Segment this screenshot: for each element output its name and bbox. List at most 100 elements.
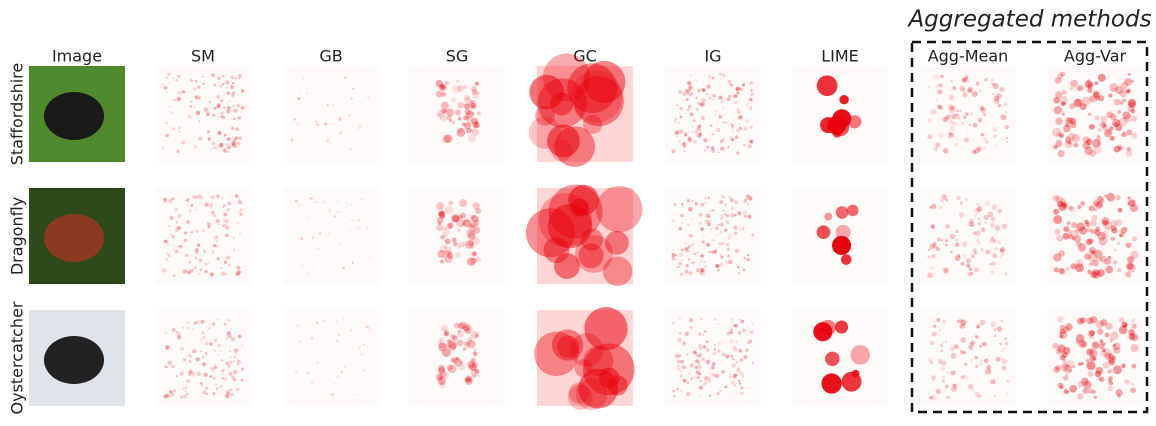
saliency-spot xyxy=(346,135,348,137)
saliency-spot xyxy=(698,344,701,347)
saliency-spot xyxy=(709,394,712,397)
saliency-spot xyxy=(473,348,476,351)
saliency-spot xyxy=(683,344,686,347)
saliency-spot xyxy=(170,391,174,395)
saliency-spot xyxy=(1070,87,1073,90)
input-image xyxy=(29,188,125,284)
saliency-spot xyxy=(848,115,861,128)
saliency-spot xyxy=(358,228,360,230)
saliency-spot xyxy=(456,79,460,83)
saliency-spot xyxy=(674,118,677,121)
saliency-spot xyxy=(687,81,691,85)
saliency-spot xyxy=(951,353,957,359)
saliency-spot xyxy=(737,211,741,215)
saliency-spot xyxy=(1075,229,1079,233)
saliency-spot xyxy=(698,366,701,369)
saliency-spot xyxy=(744,215,747,218)
saliency-spot xyxy=(699,373,702,376)
saliency-spot xyxy=(720,147,724,151)
saliency-spot xyxy=(1081,341,1087,347)
saliency-spot xyxy=(230,85,234,89)
saliency-spot xyxy=(1086,361,1095,370)
saliency-spot xyxy=(974,391,980,397)
saliency-spot xyxy=(947,396,950,399)
saliency-spot xyxy=(749,98,752,101)
saliency-spot xyxy=(455,252,461,258)
saliency-spot xyxy=(1099,339,1103,343)
saliency-map xyxy=(526,185,642,286)
saliency-spot xyxy=(446,108,454,116)
saliency-spot xyxy=(1089,262,1092,265)
saliency-spot xyxy=(979,345,982,348)
saliency-spot xyxy=(1124,115,1132,123)
saliency-spot xyxy=(236,388,239,391)
saliency-spot xyxy=(441,108,447,114)
saliency-spot xyxy=(695,366,698,369)
saliency-spot xyxy=(175,250,179,254)
saliency-spot xyxy=(234,349,238,353)
saliency-map xyxy=(1047,66,1143,162)
saliency-spot xyxy=(1121,132,1126,137)
saliency-spot xyxy=(457,339,464,346)
saliency-spot xyxy=(1074,143,1079,148)
saliency-spot xyxy=(229,350,231,352)
saliency-spot xyxy=(738,272,740,274)
saliency-spot xyxy=(978,218,980,220)
saliency-spot xyxy=(738,380,740,382)
saliency-spot xyxy=(207,222,211,226)
saliency-spot xyxy=(356,394,358,396)
saliency-spot xyxy=(216,95,220,99)
saliency-spot xyxy=(200,350,202,352)
saliency-spot xyxy=(748,387,750,389)
saliency-spot xyxy=(472,92,479,99)
saliency-spot xyxy=(739,371,743,375)
saliency-spot xyxy=(671,219,674,222)
saliency-spot xyxy=(360,138,361,139)
saliency-spot xyxy=(229,360,232,363)
saliency-spot xyxy=(688,372,691,375)
saliency-spot xyxy=(1095,81,1099,85)
saliency-spot xyxy=(950,346,955,351)
saliency-spot xyxy=(986,77,988,79)
saliency-spot xyxy=(687,108,690,111)
saliency-spot xyxy=(1106,193,1115,202)
saliency-spot xyxy=(197,86,200,89)
saliency-spot xyxy=(704,149,707,152)
saliency-spot xyxy=(301,264,302,265)
saliency-spot xyxy=(990,379,995,384)
saliency-spot xyxy=(233,109,237,113)
saliency-spot xyxy=(1068,141,1071,144)
saliency-spot xyxy=(702,358,705,361)
saliency-spot xyxy=(1058,250,1064,256)
saliency-spot xyxy=(170,216,174,220)
saliency-spot xyxy=(1005,111,1008,114)
saliency-spot xyxy=(994,144,996,146)
saliency-spot xyxy=(719,263,723,267)
column-header: SM xyxy=(191,47,215,66)
saliency-spot xyxy=(216,219,220,223)
saliency-spot xyxy=(931,266,934,269)
saliency-spot xyxy=(962,92,967,97)
saliency-spot xyxy=(213,214,217,218)
saliency-spot xyxy=(964,138,969,143)
saliency-spot xyxy=(312,236,314,238)
saliency-map xyxy=(283,66,379,162)
saliency-spot xyxy=(695,96,698,99)
saliency-spot xyxy=(1110,331,1118,339)
saliency-spot xyxy=(707,244,710,247)
saliency-spot xyxy=(698,333,701,336)
saliency-spot xyxy=(992,261,996,265)
saliency-spot xyxy=(230,393,233,396)
saliency-spot xyxy=(460,213,466,219)
saliency-spot xyxy=(183,388,185,390)
saliency-spot xyxy=(965,112,969,116)
saliency-spot xyxy=(1072,134,1080,142)
saliency-spot xyxy=(739,349,743,353)
saliency-spot xyxy=(1130,344,1138,352)
saliency-spot xyxy=(190,101,192,103)
saliency-spot xyxy=(238,129,240,131)
saliency-spot xyxy=(204,270,208,274)
saliency-spot xyxy=(738,123,740,125)
saliency-spot xyxy=(442,135,450,143)
saliency-spot xyxy=(240,213,243,216)
